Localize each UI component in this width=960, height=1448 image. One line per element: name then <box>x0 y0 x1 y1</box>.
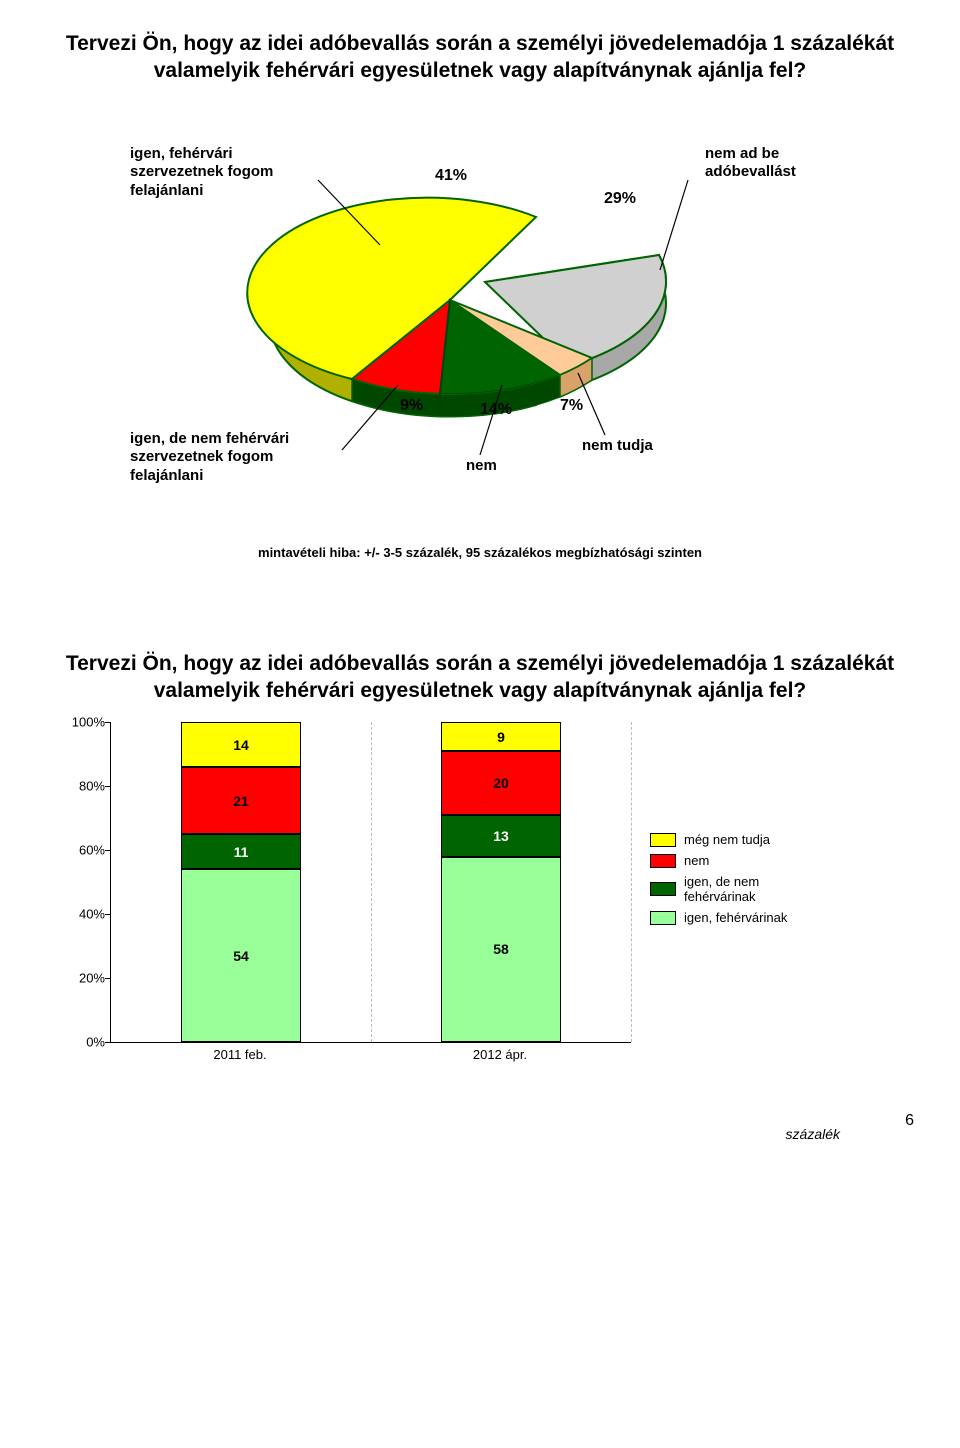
pie-pct-yellow: 41% <box>435 167 467 185</box>
ytick: 40% <box>50 907 105 922</box>
bar-column: 9 20 13 58 <box>441 722 561 1042</box>
legend-item: igen, fehérvárinak <box>650 910 810 925</box>
bar-chart: 0% 20% 40% 60% 80% 100% 14 21 11 54 9 20… <box>50 722 810 1082</box>
bar-seg: 21 <box>181 767 301 834</box>
legend-item: még nem tudja <box>650 832 810 847</box>
bar-column: 14 21 11 54 <box>181 722 301 1042</box>
bar-seg: 9 <box>441 722 561 751</box>
pie-label-text: igen, fehérvári szervezetnek fogom felaj… <box>130 145 273 200</box>
legend-swatch <box>650 911 676 925</box>
legend-label: még nem tudja <box>684 832 770 847</box>
bar-plot: 14 21 11 54 9 20 13 58 <box>110 722 631 1043</box>
pie-footnote: mintavételi hiba: +/- 3-5 százalék, 95 s… <box>40 545 920 560</box>
bar-title: Tervezi Ön, hogy az idei adóbevallás sor… <box>40 650 920 705</box>
legend-label: igen, de nem fehérvárinak <box>684 874 810 904</box>
ytick: 60% <box>50 843 105 858</box>
pie-label-text: nem ad be adóbevallást <box>705 145 796 181</box>
legend-item: nem <box>650 853 810 868</box>
bar-seg: 11 <box>181 834 301 869</box>
legend-swatch <box>650 833 676 847</box>
pie-pct-grey: 29% <box>604 190 636 208</box>
ytick: 100% <box>50 715 105 730</box>
pie-label-green: nem <box>466 457 497 476</box>
legend-swatch <box>650 882 676 896</box>
bar-seg: 14 <box>181 722 301 767</box>
pie-title: Tervezi Ön, hogy az idei adóbevallás sor… <box>40 30 920 85</box>
pie-pct-red: 9% <box>400 397 423 415</box>
bar-seg: 13 <box>441 815 561 857</box>
legend-swatch <box>650 854 676 868</box>
ytick: 80% <box>50 779 105 794</box>
pie-label-red: igen, de nem fehérvári szervezetnek fogo… <box>130 430 330 486</box>
bar-seg: 54 <box>181 869 301 1042</box>
legend-item: igen, de nem fehérvárinak <box>650 874 810 904</box>
legend-label: igen, fehérvárinak <box>684 910 787 925</box>
xtick: 2012 ápr. <box>440 1047 560 1062</box>
pie-pct-peach: 7% <box>560 397 583 415</box>
bar-seg: 20 <box>441 751 561 815</box>
bar-seg: 58 <box>441 857 561 1043</box>
bar-legend: még nem tudja nem igen, de nem fehérvári… <box>650 832 810 931</box>
legend-label: nem <box>684 853 709 868</box>
ytick: 0% <box>50 1035 105 1050</box>
pie-label-peach: nem tudja <box>582 437 653 456</box>
pie-chart: igen, fehérvári szervezetnek fogom felaj… <box>130 125 830 525</box>
pie-label-text: igen, de nem fehérvári szervezetnek fogo… <box>130 430 289 485</box>
pie-label-yellow: igen, fehérvári szervezetnek fogom felaj… <box>130 145 330 201</box>
ytick: 20% <box>50 971 105 986</box>
xtick: 2011 feb. <box>180 1047 300 1062</box>
pie-pct-green: 14% <box>480 401 512 419</box>
bar-unit-label: százalék <box>786 1126 840 1142</box>
pie-label-grey: nem ad be adóbevallást <box>705 145 835 183</box>
